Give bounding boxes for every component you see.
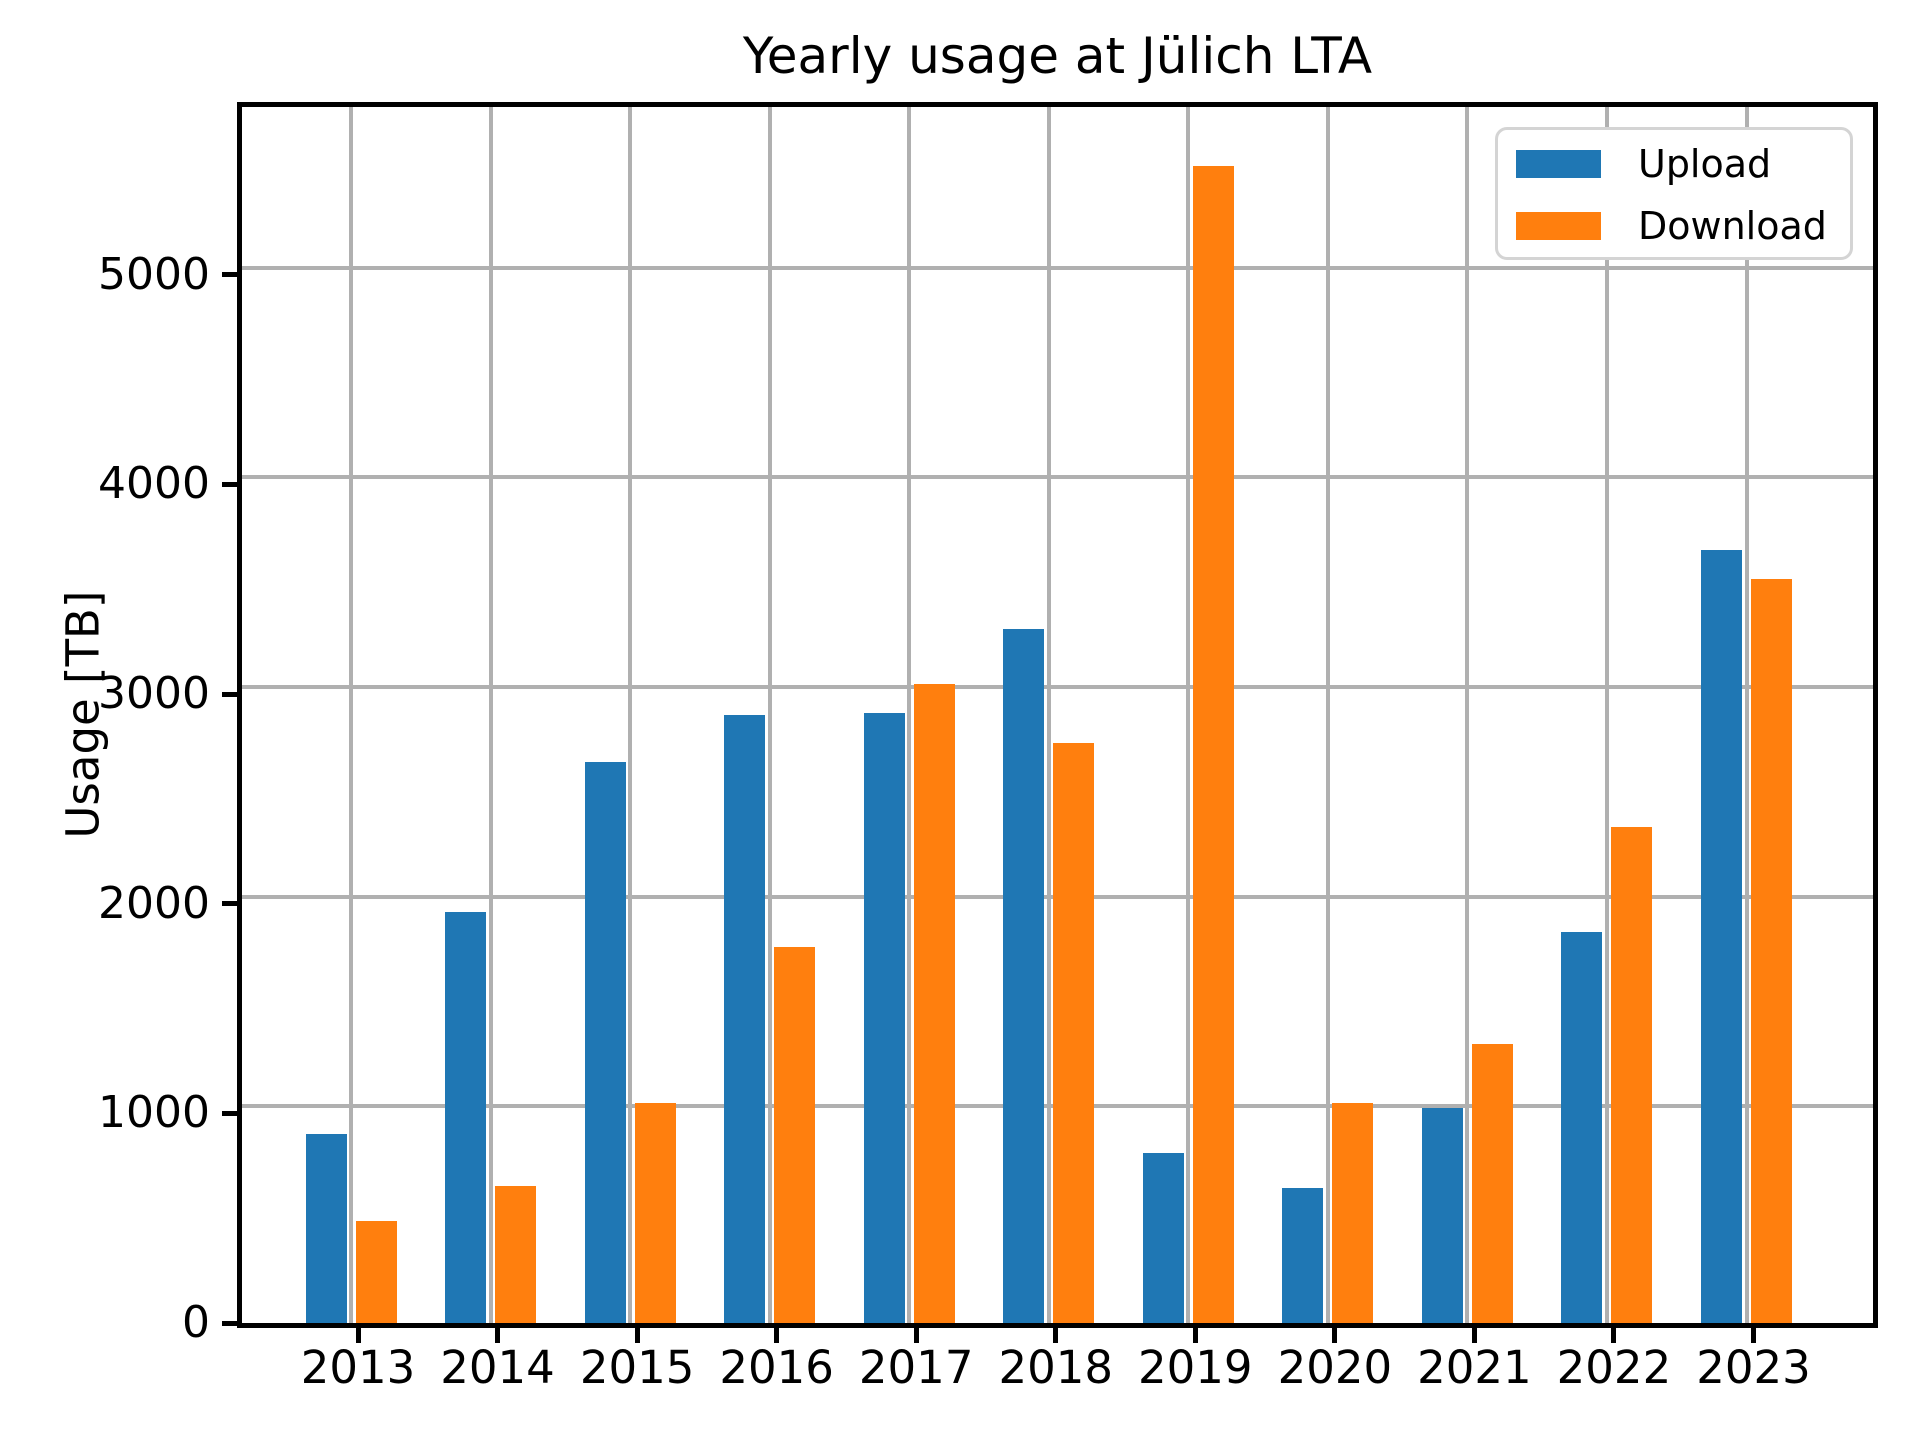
bar-download-2020 xyxy=(1332,1103,1374,1323)
x-tick-2015 xyxy=(634,1328,640,1343)
x-tick-2021 xyxy=(1471,1328,1477,1343)
gridline-x-2019 xyxy=(1186,107,1191,1323)
bar-upload-2023 xyxy=(1701,550,1742,1323)
bar-upload-2016 xyxy=(724,715,766,1323)
legend-item-upload: Upload xyxy=(1516,144,1771,184)
legend-swatch-upload xyxy=(1516,150,1601,178)
legend-swatch-download xyxy=(1516,212,1601,240)
x-tick-label-2021: 2021 xyxy=(1417,1341,1532,1394)
bar-download-2021 xyxy=(1471,1044,1513,1323)
x-tick-label-2016: 2016 xyxy=(719,1341,834,1394)
bar-upload-2018 xyxy=(1003,629,1045,1323)
y-tick-label-2000: 2000 xyxy=(98,877,210,929)
gridline-x-2023 xyxy=(1744,107,1749,1323)
gridline-y-4000 xyxy=(242,475,1873,480)
y-tick-label-3000: 3000 xyxy=(98,668,210,720)
bar-upload-2015 xyxy=(584,762,626,1323)
bar-download-2019 xyxy=(1192,166,1234,1323)
legend-label-upload: Upload xyxy=(1638,142,1772,186)
gridline-x-2018 xyxy=(1046,107,1051,1323)
bar-upload-2021 xyxy=(1421,1108,1463,1323)
bar-download-2014 xyxy=(495,1186,537,1323)
x-tick-2017 xyxy=(913,1328,919,1343)
x-tick-label-2013: 2013 xyxy=(300,1341,416,1394)
bar-upload-2014 xyxy=(445,912,487,1323)
gridline-x-2014 xyxy=(488,107,493,1323)
bar-upload-2022 xyxy=(1561,932,1603,1323)
y-tick-label-0: 0 xyxy=(182,1297,210,1348)
bar-upload-2013 xyxy=(305,1134,347,1323)
y-tick-0 xyxy=(222,1320,238,1326)
x-tick-2014 xyxy=(495,1328,501,1343)
x-tick-label-2020: 2020 xyxy=(1277,1341,1393,1394)
x-tick-2013 xyxy=(355,1328,361,1343)
x-tick-label-2015: 2015 xyxy=(579,1341,695,1394)
bar-download-2017 xyxy=(913,684,955,1323)
y-tick-2000 xyxy=(222,901,238,907)
x-tick-2022 xyxy=(1611,1328,1617,1343)
bar-download-2016 xyxy=(774,947,816,1323)
x-tick-label-2017: 2017 xyxy=(858,1341,974,1394)
x-tick-label-2022: 2022 xyxy=(1556,1341,1672,1394)
x-tick-label-2023: 2023 xyxy=(1696,1341,1811,1394)
legend: Upload Download xyxy=(1495,127,1853,260)
y-tick-label-1000: 1000 xyxy=(98,1087,210,1139)
gridline-x-2022 xyxy=(1604,107,1609,1323)
legend-item-download: Download xyxy=(1516,206,1827,246)
y-tick-label-4000: 4000 xyxy=(98,458,210,510)
gridline-x-2017 xyxy=(907,107,912,1323)
gridline-x-2021 xyxy=(1465,107,1470,1323)
y-tick-1000 xyxy=(222,1110,238,1116)
bar-upload-2020 xyxy=(1282,1188,1324,1323)
gridline-y-5000 xyxy=(242,265,1873,270)
x-tick-2018 xyxy=(1053,1328,1059,1343)
bar-download-2022 xyxy=(1611,827,1653,1323)
plot-area xyxy=(237,102,1878,1328)
x-tick-2016 xyxy=(774,1328,780,1343)
gridline-x-2015 xyxy=(628,107,633,1323)
x-tick-label-2019: 2019 xyxy=(1138,1341,1253,1394)
x-tick-label-2018: 2018 xyxy=(998,1341,1114,1394)
gridline-y-3000 xyxy=(242,685,1873,690)
gridline-x-2020 xyxy=(1325,107,1330,1323)
bar-upload-2017 xyxy=(863,713,905,1323)
y-tick-4000 xyxy=(222,481,238,487)
y-tick-label-5000: 5000 xyxy=(98,248,210,300)
y-tick-5000 xyxy=(222,272,238,278)
x-tick-2023 xyxy=(1751,1328,1756,1343)
x-tick-label-2014: 2014 xyxy=(440,1341,555,1394)
x-tick-2020 xyxy=(1332,1328,1338,1343)
gridline-x-2016 xyxy=(767,107,772,1323)
legend-label-download: Download xyxy=(1638,204,1827,248)
bar-download-2013 xyxy=(355,1221,397,1323)
gridline-x-2013 xyxy=(349,107,353,1323)
bar-upload-2019 xyxy=(1142,1153,1184,1323)
bar-download-2023 xyxy=(1751,579,1792,1323)
bar-download-2015 xyxy=(634,1103,676,1323)
bar-download-2018 xyxy=(1053,743,1095,1323)
x-tick-2019 xyxy=(1192,1328,1198,1343)
chart-title: Yearly usage at Jülich LTA xyxy=(742,27,1373,85)
y-tick-3000 xyxy=(222,691,238,697)
